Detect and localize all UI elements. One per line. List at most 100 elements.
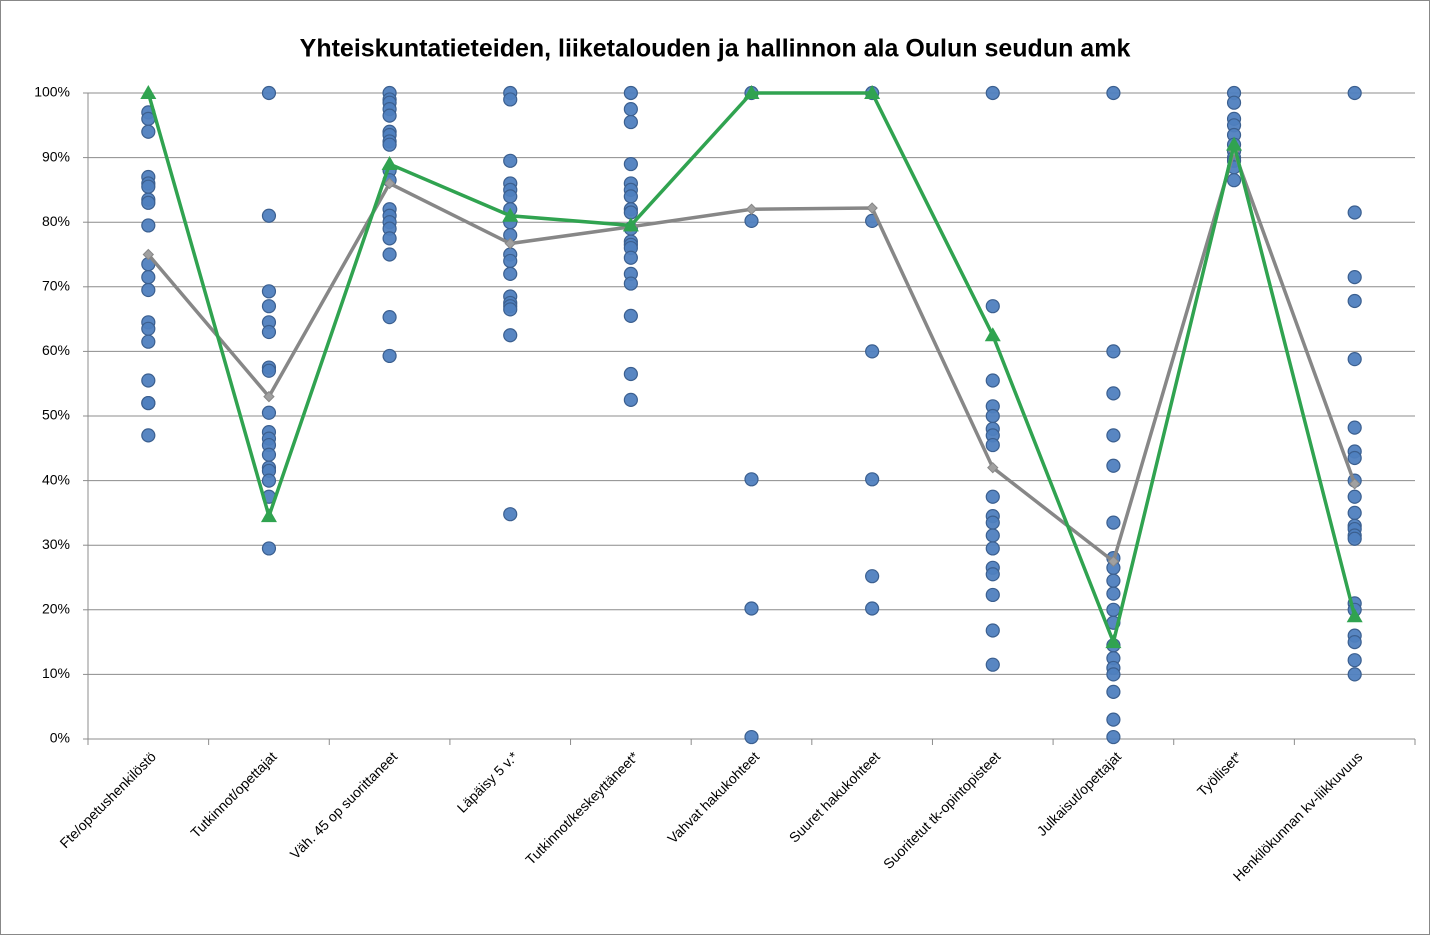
dot bbox=[1106, 458, 1121, 473]
dot bbox=[382, 310, 397, 325]
diamond-marker bbox=[987, 461, 999, 474]
dot bbox=[623, 250, 638, 265]
y-tick-label: 70% bbox=[42, 278, 70, 294]
dot bbox=[623, 276, 638, 291]
dot bbox=[1347, 505, 1362, 521]
dot bbox=[985, 85, 1000, 101]
y-tick-label: 40% bbox=[42, 471, 70, 487]
diamond-marker bbox=[1348, 478, 1361, 490]
dot bbox=[261, 284, 277, 299]
dot bbox=[261, 447, 277, 462]
dot bbox=[1106, 602, 1121, 617]
triangle-marker bbox=[622, 217, 639, 232]
triangle-marker bbox=[743, 85, 760, 99]
dot bbox=[141, 195, 156, 210]
dot bbox=[1106, 386, 1121, 401]
dot bbox=[1347, 352, 1362, 367]
dot bbox=[141, 179, 156, 194]
dot bbox=[1347, 653, 1362, 668]
dot bbox=[623, 85, 638, 101]
triangle-marker bbox=[984, 327, 1001, 342]
dot bbox=[623, 102, 638, 117]
dot bbox=[141, 428, 156, 443]
dot bbox=[1347, 634, 1362, 650]
triangle-marker bbox=[140, 85, 157, 99]
triangle-marker bbox=[1105, 634, 1122, 649]
dot bbox=[865, 569, 880, 584]
dot bbox=[985, 373, 1000, 388]
dot bbox=[261, 208, 277, 223]
dot bbox=[382, 137, 397, 152]
triangle-marker bbox=[1226, 136, 1243, 151]
y-tick-label: 10% bbox=[42, 665, 70, 681]
dot bbox=[382, 247, 397, 262]
dot bbox=[985, 408, 1000, 424]
dot bbox=[1226, 173, 1242, 188]
dot bbox=[1347, 450, 1362, 466]
dot bbox=[141, 321, 156, 336]
dot bbox=[503, 266, 518, 281]
y-tick-label: 90% bbox=[42, 148, 70, 164]
y-tick-label: 50% bbox=[42, 407, 70, 423]
dot bbox=[261, 85, 277, 101]
dot bbox=[1106, 344, 1121, 359]
dot bbox=[744, 213, 759, 229]
dot bbox=[1347, 85, 1362, 101]
triangle-marker bbox=[502, 207, 519, 222]
dot bbox=[141, 334, 156, 349]
dot bbox=[985, 299, 1000, 314]
dot bbox=[1347, 205, 1362, 220]
dot bbox=[985, 567, 1000, 582]
dot bbox=[865, 344, 880, 359]
dot bbox=[1226, 95, 1242, 110]
dot bbox=[1106, 573, 1121, 588]
dot bbox=[1347, 420, 1362, 435]
dot bbox=[261, 363, 277, 378]
dot bbox=[623, 189, 638, 204]
dot bbox=[744, 729, 759, 745]
y-tick-label: 20% bbox=[42, 601, 70, 617]
dot bbox=[623, 156, 638, 172]
dot bbox=[1106, 684, 1121, 699]
dot bbox=[1106, 712, 1121, 727]
triangle-marker bbox=[864, 85, 881, 99]
dot bbox=[261, 299, 277, 314]
chart-title: Yhteiskuntatieteiden, liiketalouden ja h… bbox=[300, 35, 1131, 63]
triangle-marker bbox=[260, 508, 277, 523]
dot bbox=[623, 205, 638, 220]
diamond-marker bbox=[1107, 555, 1120, 568]
dot bbox=[261, 541, 277, 556]
dot bbox=[623, 392, 638, 407]
y-tick-label: 100% bbox=[34, 84, 70, 100]
dot bbox=[382, 231, 397, 246]
dot bbox=[1106, 85, 1121, 101]
dot bbox=[503, 189, 518, 204]
diamond-marker bbox=[745, 203, 758, 215]
dot bbox=[141, 270, 156, 285]
dot bbox=[1347, 489, 1362, 504]
dot bbox=[985, 623, 1000, 638]
dot bbox=[503, 507, 518, 522]
dot bbox=[141, 395, 156, 411]
dot bbox=[623, 114, 638, 130]
dot bbox=[141, 373, 156, 388]
dot bbox=[261, 405, 277, 420]
dot bbox=[1347, 531, 1362, 546]
dot bbox=[985, 657, 1000, 672]
dot bbox=[1347, 293, 1362, 309]
dot bbox=[1106, 428, 1121, 443]
dot bbox=[1347, 270, 1362, 285]
y-tick-label: 80% bbox=[42, 213, 70, 229]
y-tick-label: 0% bbox=[50, 730, 70, 746]
dot bbox=[985, 515, 1000, 530]
dot bbox=[865, 601, 880, 616]
diamond-marker bbox=[263, 390, 275, 403]
dot bbox=[1106, 586, 1121, 601]
dot bbox=[1106, 729, 1121, 745]
diamond-marker bbox=[383, 177, 396, 190]
dot bbox=[744, 601, 759, 616]
dot bbox=[985, 489, 1000, 504]
dot bbox=[503, 253, 518, 269]
dot bbox=[382, 348, 397, 364]
